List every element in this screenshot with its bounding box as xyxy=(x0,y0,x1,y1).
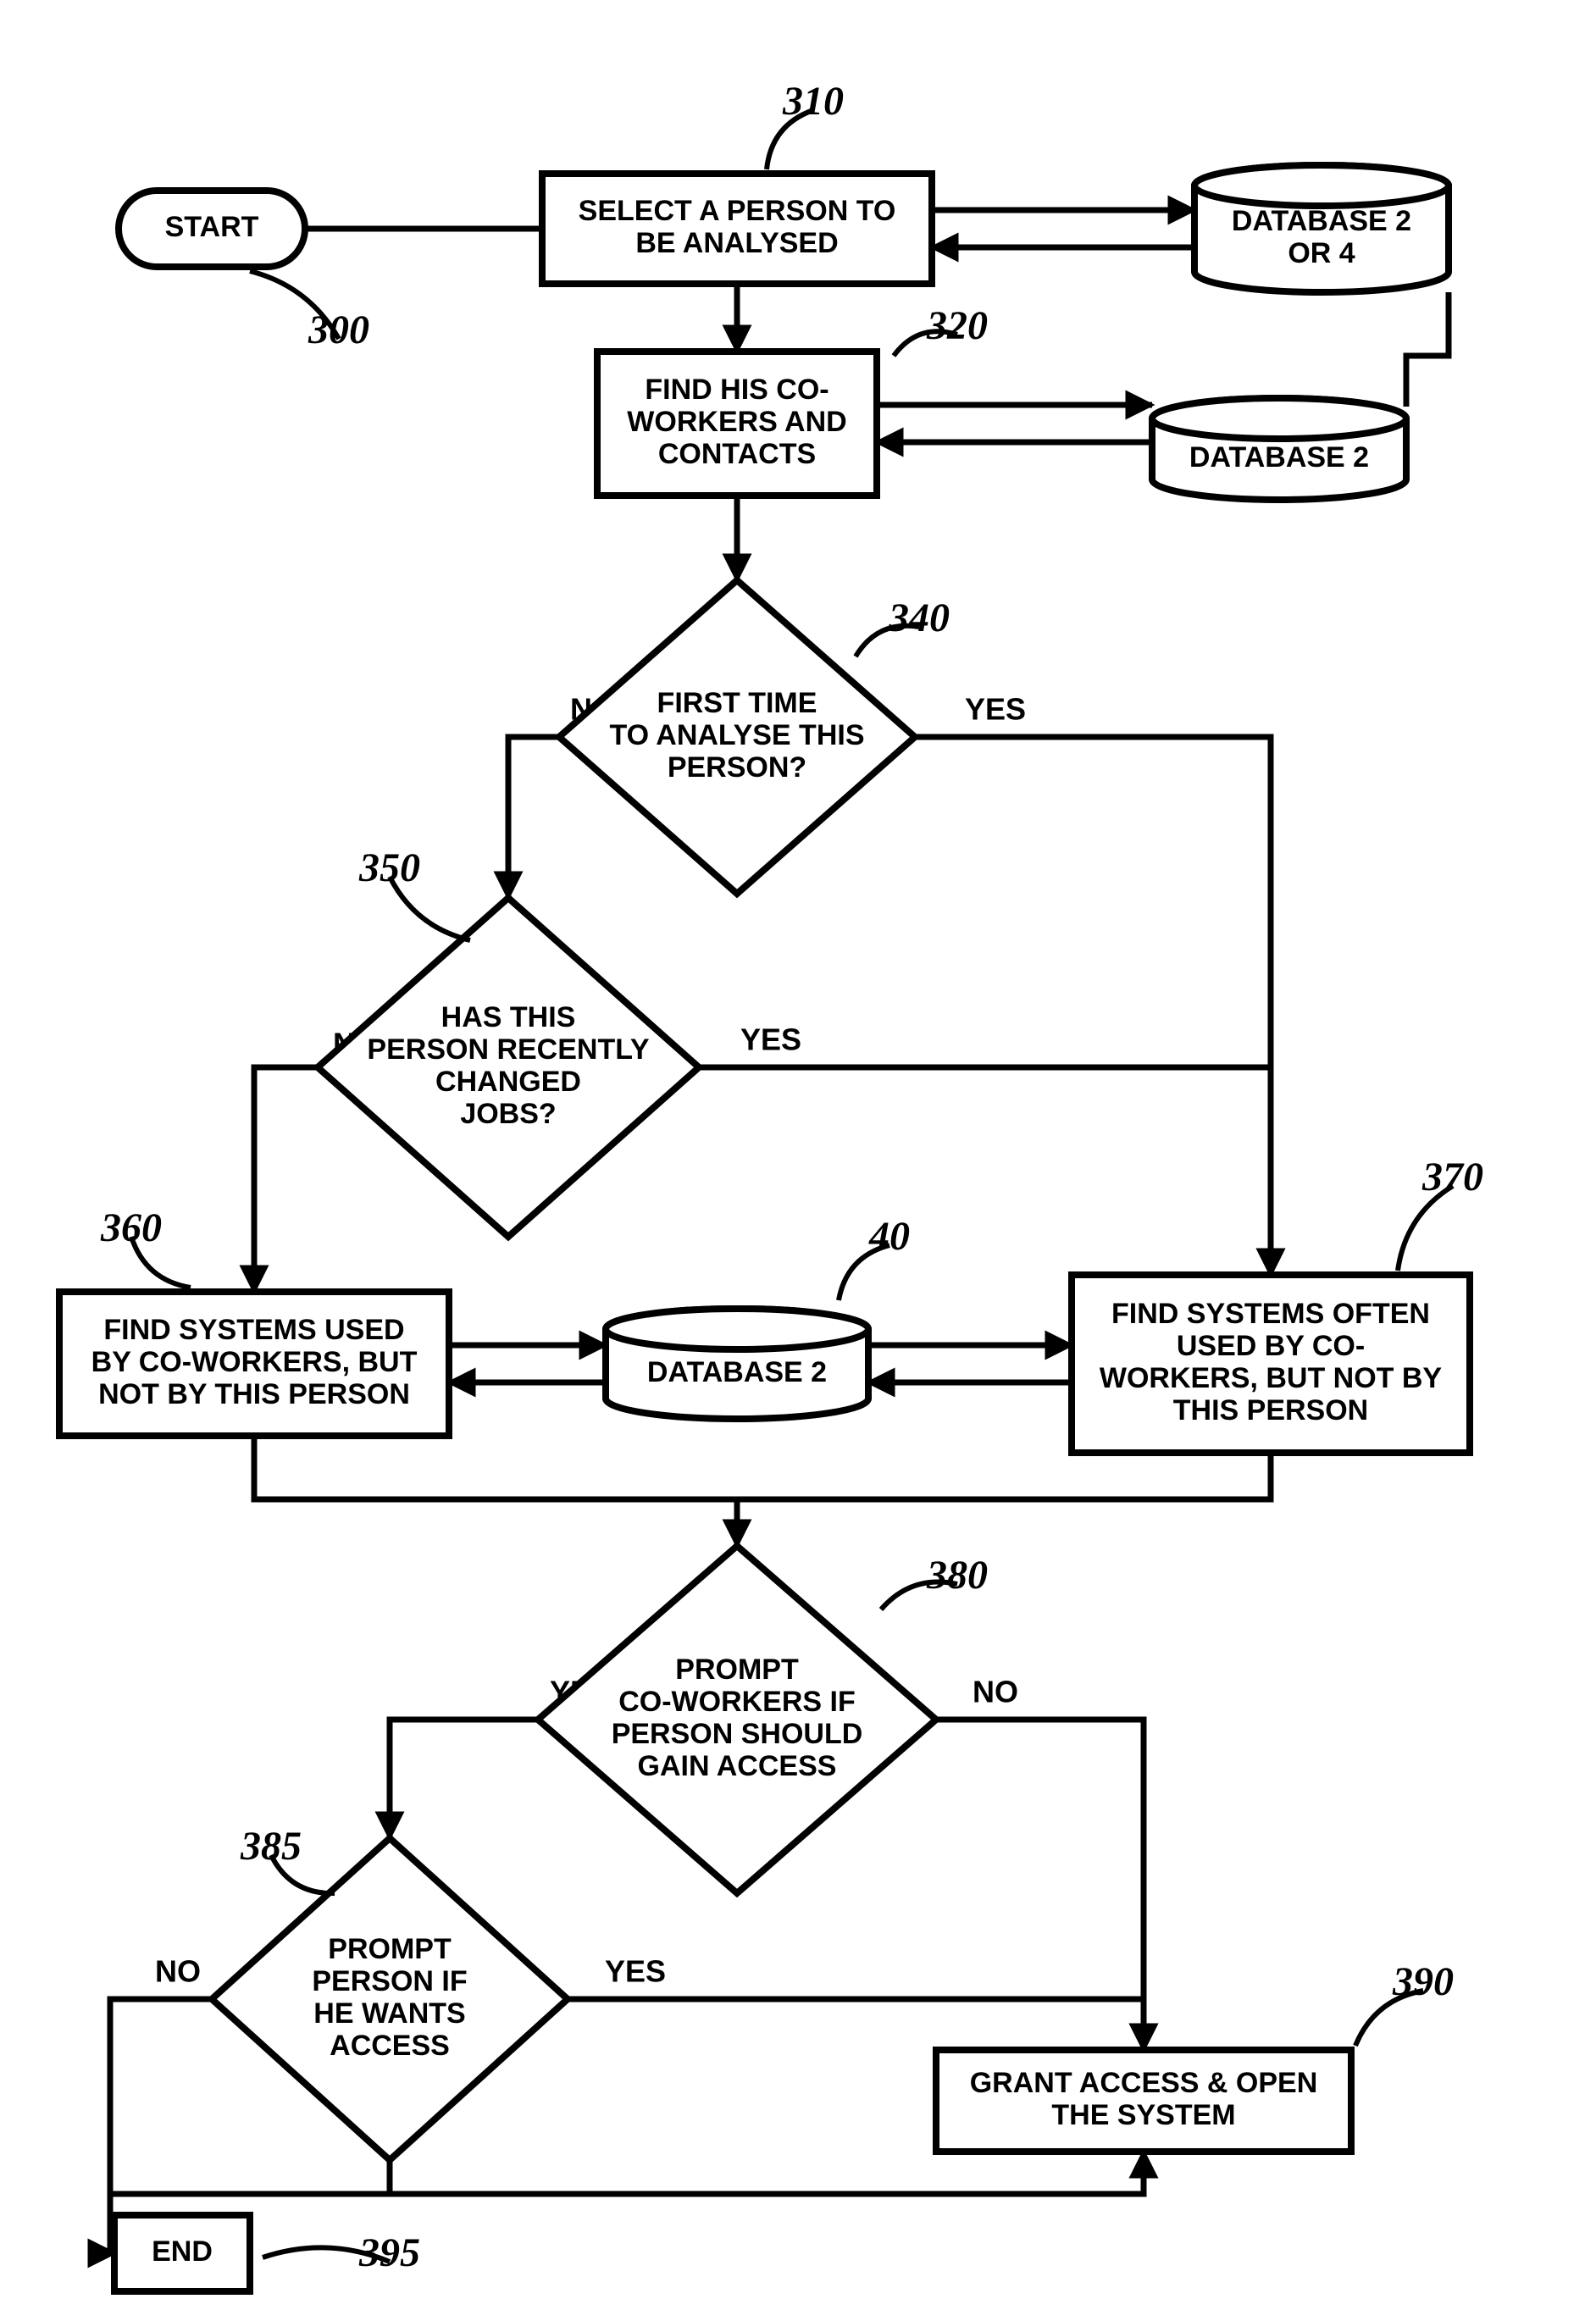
svg-text:GAIN ACCESS: GAIN ACCESS xyxy=(638,1750,837,1782)
svg-text:CO-WORKERS IF: CO-WORKERS IF xyxy=(618,1686,856,1718)
svg-text:PERSON?: PERSON? xyxy=(668,751,806,784)
svg-text:360: 360 xyxy=(100,1205,162,1250)
svg-text:THE SYSTEM: THE SYSTEM xyxy=(1051,2099,1235,2131)
svg-text:YES: YES xyxy=(605,1954,666,1989)
svg-text:NOT BY THIS PERSON: NOT BY THIS PERSON xyxy=(98,1378,410,1410)
svg-text:350: 350 xyxy=(358,845,420,890)
svg-text:PERSON RECENTLY: PERSON RECENTLY xyxy=(367,1033,649,1066)
svg-text:40: 40 xyxy=(868,1214,910,1259)
svg-text:380: 380 xyxy=(926,1553,988,1598)
svg-text:WORKERS AND: WORKERS AND xyxy=(627,406,846,438)
svg-text:PERSON SHOULD: PERSON SHOULD xyxy=(612,1718,863,1750)
svg-text:START: START xyxy=(165,211,259,243)
svg-text:310: 310 xyxy=(782,79,844,124)
svg-text:FIRST TIME: FIRST TIME xyxy=(657,687,817,719)
svg-text:HAS THIS: HAS THIS xyxy=(441,1001,576,1033)
svg-text:395: 395 xyxy=(358,2230,420,2275)
svg-text:PERSON IF: PERSON IF xyxy=(312,1965,467,1997)
svg-text:SELECT A PERSON TO: SELECT A PERSON TO xyxy=(579,195,896,227)
svg-text:DATABASE 2: DATABASE 2 xyxy=(1189,441,1369,474)
svg-text:320: 320 xyxy=(926,303,988,348)
svg-text:FIND SYSTEMS USED: FIND SYSTEMS USED xyxy=(103,1314,404,1346)
svg-text:BE ANALYSED: BE ANALYSED xyxy=(635,227,838,259)
svg-text:YES: YES xyxy=(965,692,1026,727)
svg-text:CHANGED: CHANGED xyxy=(435,1066,581,1098)
svg-text:END: END xyxy=(152,2235,213,2268)
svg-text:CONTACTS: CONTACTS xyxy=(658,438,816,470)
svg-text:WORKERS, BUT NOT BY: WORKERS, BUT NOT BY xyxy=(1100,1362,1443,1394)
svg-text:DATABASE 2: DATABASE 2 xyxy=(1232,205,1411,237)
svg-text:BY CO-WORKERS, BUT: BY CO-WORKERS, BUT xyxy=(91,1346,418,1378)
svg-text:USED BY CO-: USED BY CO- xyxy=(1177,1330,1365,1362)
svg-text:DATABASE 2: DATABASE 2 xyxy=(647,1356,827,1388)
svg-text:PROMPT: PROMPT xyxy=(675,1654,799,1686)
svg-text:NO: NO xyxy=(155,1954,201,1989)
svg-text:THIS PERSON: THIS PERSON xyxy=(1173,1394,1368,1426)
svg-text:TO ANALYSE THIS: TO ANALYSE THIS xyxy=(609,719,864,751)
svg-text:PROMPT: PROMPT xyxy=(328,1933,452,1965)
svg-text:ACCESS: ACCESS xyxy=(330,2030,450,2062)
svg-text:FIND HIS CO-: FIND HIS CO- xyxy=(645,374,828,406)
svg-text:340: 340 xyxy=(888,595,950,640)
svg-text:HE WANTS: HE WANTS xyxy=(313,1997,465,2030)
svg-text:FIND SYSTEMS OFTEN: FIND SYSTEMS OFTEN xyxy=(1111,1298,1430,1330)
svg-text:GRANT ACCESS & OPEN: GRANT ACCESS & OPEN xyxy=(970,2067,1318,2099)
svg-text:300: 300 xyxy=(308,307,369,352)
svg-text:NO: NO xyxy=(973,1675,1018,1709)
svg-text:OR 4: OR 4 xyxy=(1288,237,1355,269)
svg-text:385: 385 xyxy=(240,1824,302,1869)
svg-text:YES: YES xyxy=(740,1022,801,1057)
svg-text:370: 370 xyxy=(1421,1155,1483,1199)
svg-text:390: 390 xyxy=(1392,1959,1454,2004)
svg-text:JOBS?: JOBS? xyxy=(460,1098,556,1130)
